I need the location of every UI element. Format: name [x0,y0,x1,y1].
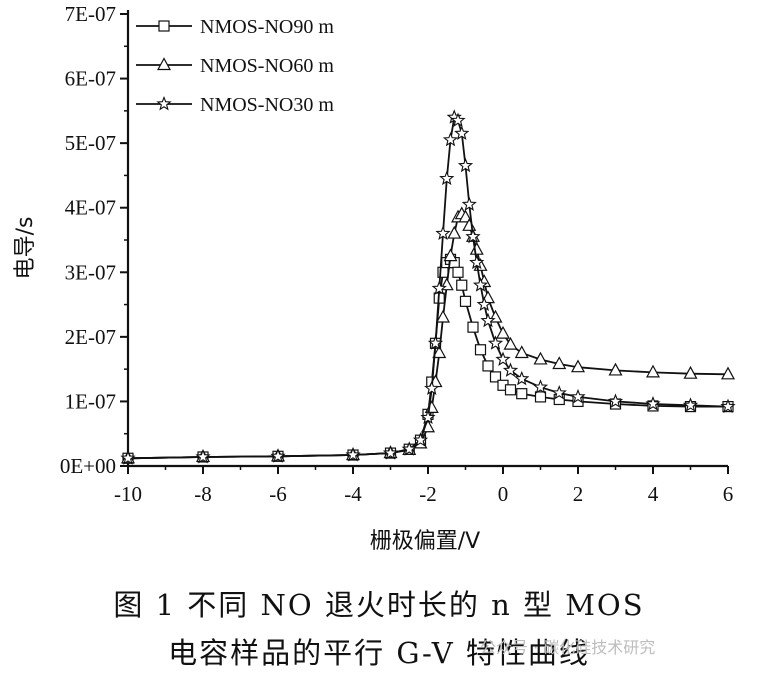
data-point [195,448,211,464]
data-point [435,309,451,323]
data-point [720,398,736,414]
data-point [443,248,458,262]
data-point [427,335,444,350]
data-point [504,384,517,396]
legend-marker [156,95,172,111]
data-point [469,241,484,255]
data-point [452,266,464,278]
data-point [424,380,440,395]
data-point [431,280,447,295]
series-group [120,109,736,465]
data-point [552,356,567,370]
data-point [570,388,586,404]
data-point [682,397,699,412]
data-point [270,448,286,463]
x-tick-label: 2 [573,482,584,506]
tick-group: -10 -8 -6 -4 -2 0 2 4 6 0E+00 1E-07 2E-07 3E-07 4E-07… [60,2,733,506]
axes [126,10,728,468]
y-tick-label: 7E-07 [65,2,116,26]
data-point [532,379,549,394]
data-point [489,371,502,383]
x-tick-label: -4 [344,482,362,506]
x-tick-label: -2 [419,482,437,506]
data-point [459,295,472,307]
legend-label: NMOS-NO60 m [200,55,334,77]
data-point [345,447,361,462]
legend-label: NMOS-NO30 m [200,94,334,116]
data-point [401,441,417,456]
y-tick-label: 6E-07 [65,67,116,91]
data-point [461,196,477,211]
data-point [447,225,462,239]
legend-marker [158,20,170,32]
x-tick-label: 4 [648,482,659,506]
x-tick-label: 0 [498,482,509,506]
x-tick-label: -8 [194,482,212,506]
data-point [514,345,529,359]
data-point [645,395,661,411]
data-point [607,393,624,408]
data-point [495,325,511,339]
data-point [456,279,468,291]
data-point [476,296,492,312]
data-point [439,170,455,186]
data-point [503,336,518,350]
data-point [454,125,470,140]
figure-caption-line-1: 图 1 不同 NO 退火时长的 n 型 MOS [113,588,645,622]
data-point [533,351,548,365]
x-tick-label: 6 [723,482,734,506]
data-point [472,277,489,292]
series-star [120,109,736,465]
data-point [450,112,466,128]
data-point [720,366,736,380]
series-triangle [120,206,736,464]
x-tick-label: -10 [114,482,142,506]
data-point [570,359,586,373]
figure-caption-line-2: 电容样品的平行 G-V 特性曲线 [168,636,590,670]
y-tick-label: 0E+00 [60,454,116,478]
data-point [482,360,494,372]
data-point [442,131,459,147]
x-tick-label: -6 [269,482,287,506]
data-point [495,351,511,366]
data-point [474,344,487,356]
data-point [465,228,481,244]
data-point [469,254,485,270]
data-point [120,450,136,465]
y-tick-label: 2E-07 [65,325,116,349]
data-point [382,445,399,460]
data-point [487,335,504,350]
data-point [608,362,623,376]
gv-chart: -10 -8 -6 -4 -2 0 2 4 6 0E+00 1E-07 2E-07 3E-07 4E-07… [13,2,736,554]
data-point [516,388,528,400]
data-point [683,365,698,379]
data-point [457,157,474,173]
data-point [551,385,567,400]
y-tick-label: 5E-07 [65,131,116,155]
data-point [480,312,496,328]
data-point [458,209,473,223]
data-point [467,321,479,333]
data-point [435,225,451,241]
legend: NMOS-NO90 m NMOS-NO60 m NMOS-NO30 m [136,16,334,116]
x-axis-title: 栅极偏置/V [370,529,480,554]
legend-marker [156,57,172,71]
data-point [412,432,429,447]
y-tick-label: 4E-07 [65,196,116,220]
data-point [645,364,661,378]
data-point [420,409,436,425]
y-tick-label: 3E-07 [65,260,116,284]
data-point [502,362,519,377]
y-tick-label: 1E-07 [65,389,116,413]
y-axis-title: 电导/s [13,217,38,280]
data-point [432,345,447,359]
legend-label: NMOS-NO90 m [200,16,334,38]
data-point [514,370,530,386]
watermark: 公众号 · 碳化硅技术研究 [480,638,656,657]
data-point [534,391,547,403]
